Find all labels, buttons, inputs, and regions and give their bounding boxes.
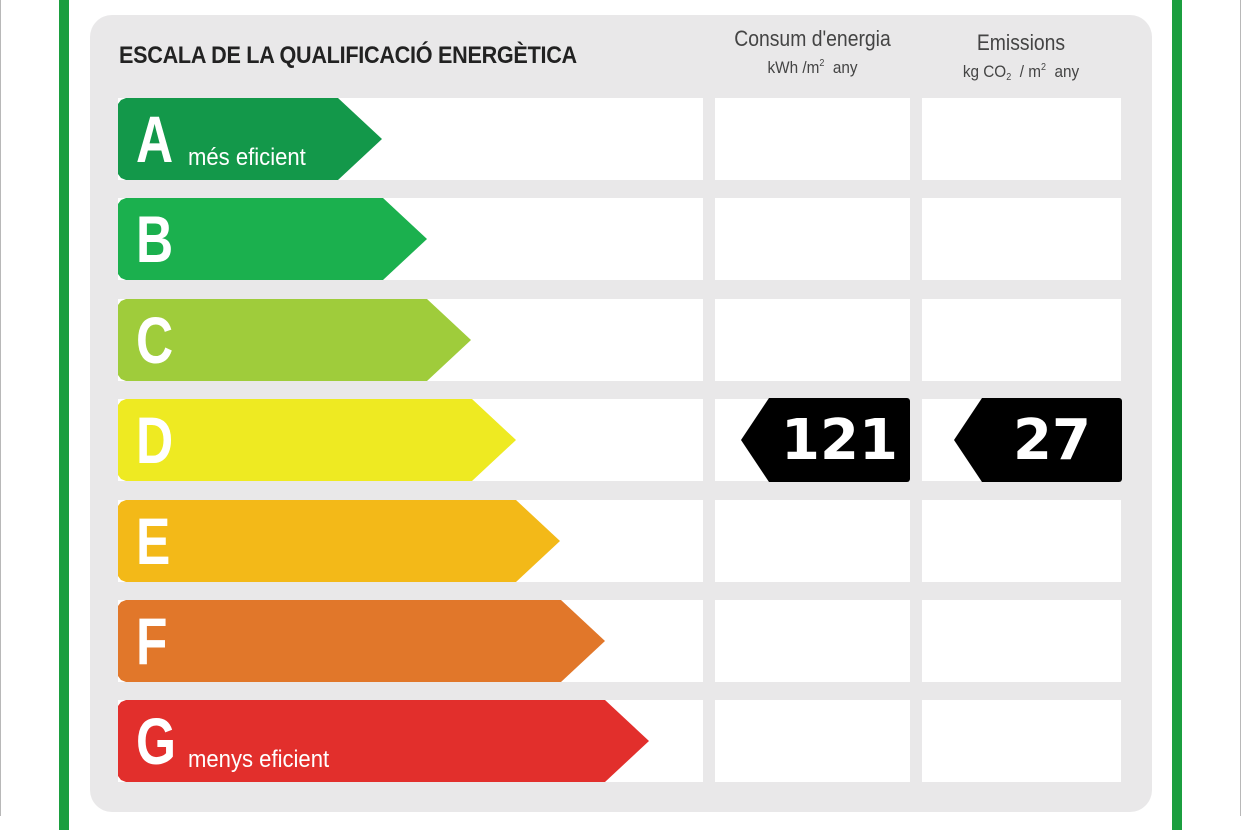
energy-value: 121 [781, 408, 898, 473]
energy-column-title: Consum d'energia [734, 26, 891, 51]
rating-letter-g: G [136, 704, 177, 778]
co2-cell-b [922, 198, 1121, 280]
energy-cell-b [715, 198, 910, 280]
rating-arrow-e: E [118, 500, 560, 582]
scale-title: ESCALA DE LA QUALIFICACIÓ ENERGÈTICA [119, 42, 577, 69]
page-left-edge [0, 0, 1, 816]
energy-column-unit: kWh /m2 any [767, 58, 858, 77]
rating-caption-g: menys eficient [188, 746, 330, 773]
rating-arrow-b: B [118, 198, 427, 280]
energy-cell-g [715, 700, 910, 782]
co2-column-unit: kg CO2 / m2 any [962, 62, 1080, 83]
co2-cell-g [922, 700, 1121, 782]
rating-letter-d: D [136, 403, 174, 477]
rating-letter-e: E [136, 504, 171, 578]
rating-arrow-c: C [118, 299, 471, 381]
rating-letter-b: B [136, 202, 174, 276]
energy-cell-a [715, 98, 910, 180]
energy-column-header: Consum d'energia kWh /m2 any [715, 26, 910, 78]
energy-cell-c [715, 299, 910, 381]
co2-column-title: Emissions [976, 30, 1066, 55]
energy-cell-e [715, 500, 910, 582]
rating-caption-a: més eficient [188, 144, 306, 171]
rating-letter-a: A [136, 102, 174, 176]
energy-cell-f [715, 600, 910, 682]
co2-value: 27 [1013, 408, 1091, 473]
rating-arrow-f: F [118, 600, 605, 682]
co2-column-header: Emissions kg CO2 / m2 any [921, 30, 1121, 83]
co2-cell-f [922, 600, 1121, 682]
rating-letter-c: C [136, 303, 174, 377]
rating-arrow-d: D [118, 399, 516, 481]
energy-value-tag: 121 [741, 398, 910, 482]
co2-cell-c [922, 299, 1121, 381]
co2-cell-e [922, 500, 1121, 582]
green-frame [59, 0, 1182, 830]
co2-cell-a [922, 98, 1121, 180]
rating-letter-f: F [136, 604, 168, 678]
co2-value-tag: 27 [954, 398, 1122, 482]
